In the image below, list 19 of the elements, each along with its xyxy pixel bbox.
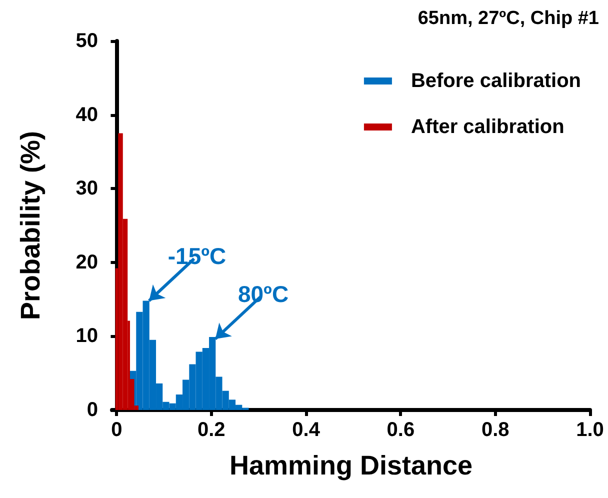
y-axis-title: Probability (%): [16, 130, 46, 320]
x-tick-label: 0.8: [481, 419, 510, 441]
y-tick-label: 10: [76, 325, 98, 348]
y-tick-label: 40: [76, 104, 98, 126]
x-tick-label: 0.6: [386, 419, 415, 441]
legend-label: Before calibration: [410, 70, 582, 92]
x-axis-title: Hamming Distance: [229, 450, 473, 480]
x-tick-label: 0: [111, 419, 122, 441]
annotation: 80ºC: [238, 281, 289, 308]
legend-label: After calibration: [410, 116, 564, 138]
y-tick-label: 20: [76, 251, 98, 274]
x-tick-label: 1.0: [576, 419, 604, 441]
y-tick-label: 30: [76, 178, 98, 200]
x-tick-label: 0.2: [197, 419, 226, 441]
y-tick-label: 50: [76, 30, 98, 52]
y-tick-label: 0: [86, 399, 98, 421]
chart-title: 65nm, 27ºC, Chip #1: [418, 8, 600, 29]
annotation: -15ºC: [168, 243, 226, 270]
x-tick-label: 0.4: [292, 419, 321, 441]
